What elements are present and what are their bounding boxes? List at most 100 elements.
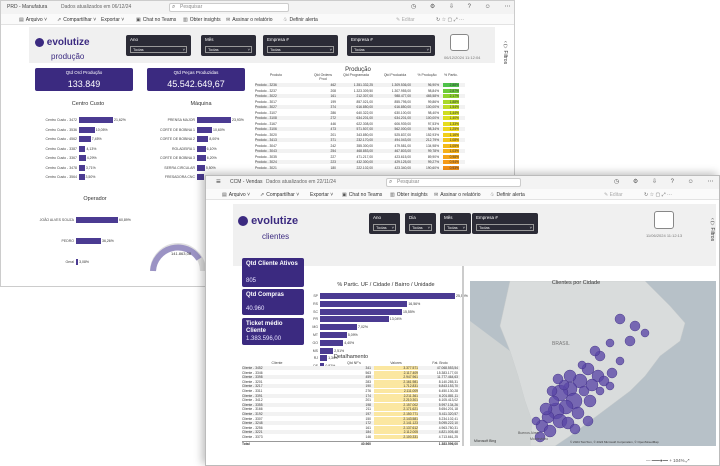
bar-row[interactable]: SC 15,55% [313,308,415,315]
share-button[interactable]: ⇗ Compartilhar ˅ [260,192,300,198]
bar-row[interactable]: FRESADORA CNC5,00% [165,174,215,180]
map-bubble[interactable] [577,360,587,370]
column-header[interactable]: Qtd Ordens Prod [313,73,333,81]
slicer-empresa-2[interactable]: Empresa # Todas ˅ [347,35,435,56]
table-row[interactable]: Cliente - 3201 283 2.161.981 8.140.285,31 [242,379,460,384]
column-header[interactable]: % Produção [417,73,437,77]
zoom-control[interactable]: — ━━━●━━ + 104% ⤢ [646,458,690,463]
export-button[interactable]: Exportar ˅ [310,192,334,198]
column-header[interactable]: Qtd Produzida [383,73,407,77]
column-header[interactable]: Fat. Bruto [432,361,448,365]
column-header[interactable]: Cliente [271,361,283,365]
file-menu[interactable]: ▤ Arquivo ˅ [19,17,47,23]
map-bubble[interactable] [640,328,650,338]
search-input[interactable]: ⌕ Pesquisar [386,178,521,187]
slicer-dia[interactable]: Dia Todas ˅ [405,213,436,234]
slicer-mes[interactable]: Mês Todas ˅ [440,213,471,234]
share-button[interactable]: ⇗ Compartilhar ˅ [57,17,97,23]
bar-row[interactable]: MS 2,51% [313,347,344,354]
table-row[interactable]: Produto - 3167 446 622.308,00 606.939,00 97,… [255,121,465,126]
table-row[interactable]: Produto - 3043 254 468.853,00 467.803,00 99,… [255,149,465,153]
edit-button[interactable]: ✎ Editar [396,17,415,23]
slicer-mes[interactable]: Mês Todas ˅ [201,35,256,56]
filters-pane-label[interactable]: ‹ ⛉ Filtros [502,41,508,65]
table-row[interactable]: Cliente - 3192 197 2.150.771 5.411.320,57 [242,412,460,416]
insights-button[interactable]: ▥ Obter insights [390,192,428,198]
map-bubble[interactable] [629,320,641,332]
column-header[interactable]: Qtd NF's [347,361,361,365]
column-header[interactable]: Qtd Programada [343,73,369,77]
slicer-ano[interactable]: Ano Todas ˅ [369,213,400,234]
menu-icon[interactable]: ≡ [216,177,221,186]
table-row[interactable]: Produto - 3024 223 432.300,00 429.125,00 99,… [255,160,465,164]
filters-pane-label[interactable]: ‹ ⛉ Filtros [709,218,715,242]
column-header[interactable]: Produto [269,73,283,77]
map-bubble[interactable] [548,395,560,407]
map-bubble[interactable] [583,394,597,408]
map-bubble[interactable] [546,385,558,397]
slicer-ano[interactable]: Ano Todas ˅ [126,35,191,56]
window-controls[interactable]: ◷ ⚙ ⇩ ? ☺ ⋯ [614,179,720,185]
clear-filters-button[interactable] [654,211,674,229]
table-row[interactable]: Cliente - 3311 276 2.111.009 6.450.130,28 [242,389,460,393]
map-bubble[interactable] [606,367,618,379]
table-row[interactable]: Cliente - 3412 201 2.210.301 6.105.413,02 [242,398,460,403]
table-row[interactable]: Cliente - 3307 150 2.143.581 5.234.102,41 [242,416,460,421]
teams-chat-button[interactable]: ▣ Chat no Teams [342,192,383,198]
bar-row[interactable]: MG 7,02% [312,324,368,331]
teams-chat-button[interactable]: ▣ Chat no Teams [136,17,177,23]
map-bubble[interactable] [531,416,541,426]
map-bubble[interactable] [615,356,625,366]
map-bubble[interactable] [569,423,581,435]
table-row[interactable]: Produto - 3047 242 355.300,00 479.581,00 134… [255,143,465,148]
map-bubble[interactable] [614,313,626,325]
bar-row[interactable]: Centro Custo - 3367 4,29% [45,155,97,161]
table-row[interactable]: Cliente - 3452 341 3.377.571 47.068.553,54 [242,366,460,370]
map-bubble[interactable] [534,431,546,443]
clientes-map[interactable]: BRASIL Buenos Aires Montevideo Microsoft… [470,281,716,446]
toolbar-right-icons[interactable]: ↻ ☆ ▢ ⤢ ⋯ [436,17,464,23]
edit-button[interactable]: ✎ Editar [604,192,623,198]
insights-button[interactable]: ▥ Obter insights [183,17,221,23]
search-input[interactable]: ⌕ Pesquisar [169,3,289,12]
table-row[interactable]: Produto - 3022 161 212.307,00 988.477,00 465… [255,94,465,98]
table-row[interactable]: Cliente - 3248 172 2.141.123 5.095.222,10 [242,421,460,426]
bar-row[interactable]: RJ 1,34% [314,355,338,362]
map-bubble[interactable] [571,406,585,420]
bar-row[interactable]: Geral 3,08% [65,259,89,265]
bar-row[interactable]: Centro Custo - 3536 10,05% [45,126,108,133]
bar-row[interactable]: CORTE DE BOBINA 3 6,20% [160,155,217,161]
table-row[interactable]: Produto - 3020 201 343.850,00 525.837,00 152… [255,132,465,137]
map-bubble[interactable] [589,345,601,357]
page-scrollbar[interactable] [462,266,464,446]
bar-row[interactable]: CORTE DE BOBINA 2 8,00% [160,136,219,142]
table-row[interactable]: Cliente - 3166 211 2.171.621 5.654.201,18 [242,407,460,412]
bar-row[interactable]: Centro Custo - 4562 7,45% [45,136,102,142]
table-row[interactable]: Produto - 3027 374 616.850,00 616.850,00 100… [255,105,465,109]
table-row[interactable]: Produto - 3236 462 1.351.332,25 1.309.536,0… [255,83,465,87]
table-row[interactable]: Produto - 3106 473 571.507,00 562.000,00 98,… [255,127,465,131]
bar-row[interactable]: MT 5,09% [313,332,358,338]
subscribe-button[interactable]: ✉ Assinar o relatório [226,17,273,23]
table-row[interactable]: Produto - 3413 371 232.170,00 494.043,00 212… [255,138,465,142]
bar-row[interactable]: Centro Custo - 3478 3,71% [45,164,96,171]
map-bubble[interactable] [578,385,590,397]
map-bubble[interactable] [539,402,553,416]
table-row[interactable]: Cliente - 3256 161 2.137.612 4.963.780,31 [242,425,460,430]
subscribe-button[interactable]: ✉ Assinar o relatório [434,192,481,198]
bar-row[interactable]: SP 25,59% [313,293,468,299]
column-header[interactable]: Valores [390,361,402,365]
table-row[interactable]: Cliente - 3398 459 2.947.961 11.777.464,63 [242,375,460,380]
bar-row[interactable]: Centro Custo - 3564 3,50% [45,174,95,180]
alert-button[interactable]: ♧ Definir alerta [283,17,318,23]
bar-row[interactable]: RS 16,56% [313,300,420,307]
slicer-empresa[interactable]: Empresa # Todas ˅ [472,213,538,234]
table-row[interactable]: Cliente - 3217 190 1.712.831 6.843.153,70 [242,384,460,389]
map-bubble[interactable] [543,424,557,438]
table-row[interactable]: Produto - 3237 208 1.323.309,50 1.307.955,0… [255,88,465,93]
map-bubble[interactable] [585,378,599,392]
column-header[interactable]: % Partic. [443,73,458,77]
map-bubble[interactable] [598,375,610,387]
bar-row[interactable]: GO 4,40% [313,339,354,346]
bar-row[interactable]: Centro Custo - 3387 4,13% [45,145,96,152]
